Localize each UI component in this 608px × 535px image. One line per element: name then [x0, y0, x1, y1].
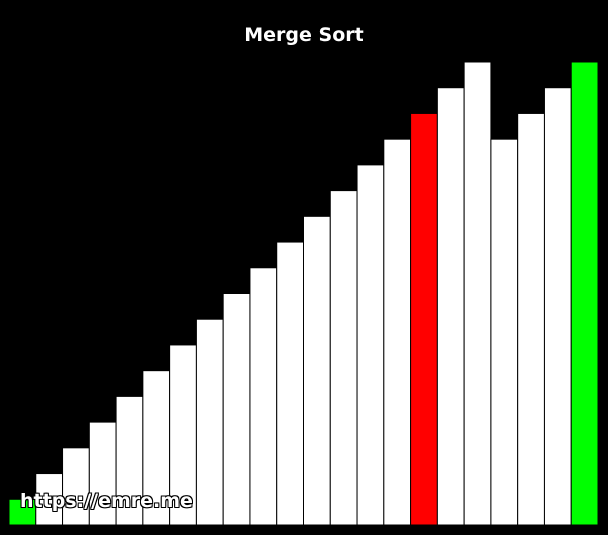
- bar-16: [436, 87, 465, 526]
- bar-5: [142, 370, 171, 526]
- bar-18: [490, 138, 519, 526]
- bar-13: [356, 164, 385, 526]
- bar-14: [383, 138, 412, 526]
- bar-12: [329, 190, 358, 526]
- bar-1: [35, 473, 64, 526]
- chart-title: Merge Sort: [244, 24, 364, 46]
- bar-17: [463, 61, 492, 526]
- bar-10: [276, 241, 305, 526]
- bar-11: [303, 215, 331, 526]
- bar-7: [195, 318, 224, 526]
- bar-20: [543, 87, 572, 526]
- bar-6: [169, 344, 197, 526]
- bar-8: [222, 293, 251, 526]
- bar-15: [410, 112, 438, 526]
- watermark-text: https://emre.me: [20, 490, 193, 512]
- bar-2: [62, 447, 90, 526]
- bar-9: [249, 267, 278, 526]
- bar-19: [517, 112, 545, 526]
- bar-21: [570, 61, 599, 526]
